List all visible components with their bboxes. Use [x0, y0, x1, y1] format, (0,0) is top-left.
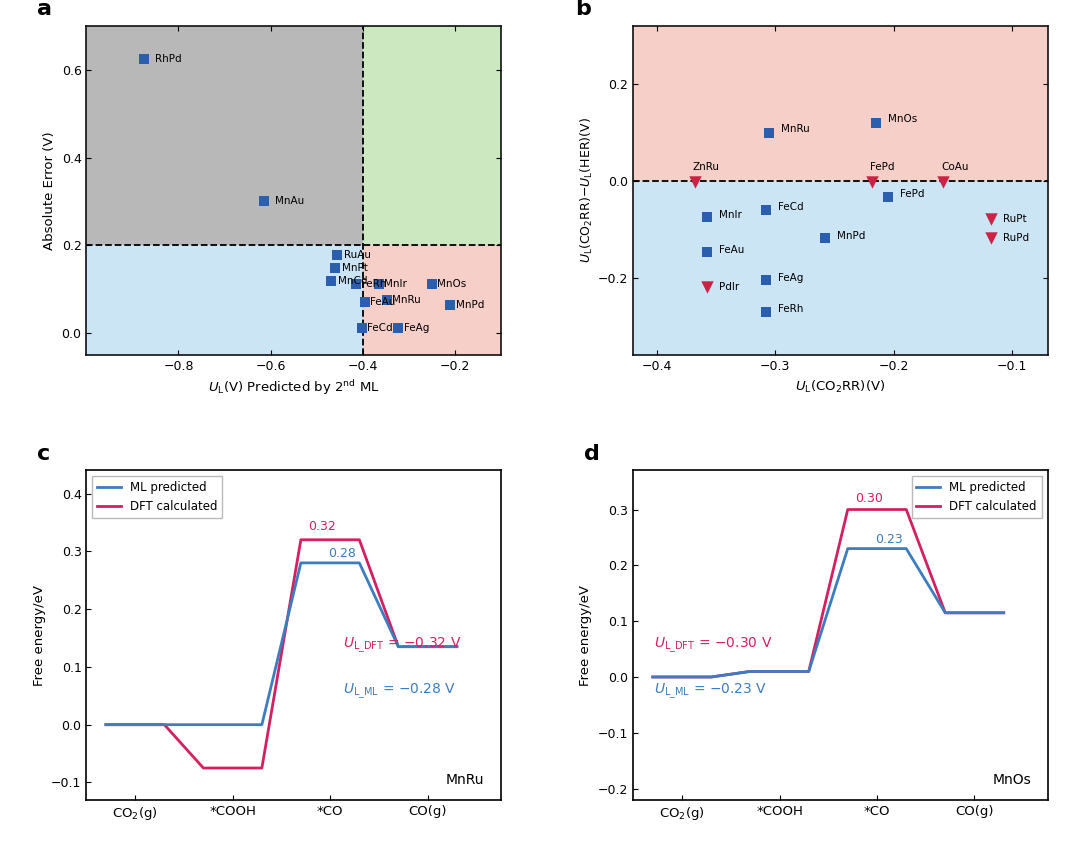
Text: $U_{\rm L\_ML}$ = −0.28 V: $U_{\rm L\_ML}$ = −0.28 V	[343, 681, 456, 701]
Point	[370, 277, 388, 291]
Text: 0.28: 0.28	[328, 547, 355, 560]
Point	[356, 295, 374, 309]
Text: 0.23: 0.23	[875, 533, 903, 546]
Text: $U_{\rm L\_ML}$ = −0.23 V: $U_{\rm L\_ML}$ = −0.23 V	[654, 681, 767, 701]
Text: $U_{\rm L\_DFT}$ = −0.30 V: $U_{\rm L\_DFT}$ = −0.30 V	[654, 636, 772, 654]
Bar	[633, 181, 1048, 355]
Text: FeRh: FeRh	[361, 279, 387, 289]
Point	[757, 203, 774, 217]
Point	[867, 116, 885, 130]
Point	[935, 175, 953, 189]
Point	[378, 293, 395, 307]
Point	[390, 321, 407, 335]
Text: MnRu: MnRu	[781, 125, 810, 134]
Point	[816, 231, 834, 245]
Bar	[363, 26, 501, 245]
Text: ZnRu: ZnRu	[692, 162, 719, 172]
Point	[135, 52, 152, 65]
Text: MnPd: MnPd	[456, 299, 484, 310]
Legend: ML predicted, DFT calculated: ML predicted, DFT calculated	[912, 476, 1042, 518]
Text: FeAg: FeAg	[778, 273, 804, 283]
Point	[347, 277, 364, 291]
Point	[423, 277, 441, 291]
Text: a: a	[37, 0, 52, 19]
Text: RhPd: RhPd	[156, 53, 183, 64]
Text: RuPt: RuPt	[1002, 213, 1026, 224]
Text: MnCd: MnCd	[338, 276, 367, 286]
Text: c: c	[37, 444, 50, 464]
Text: MnRu: MnRu	[392, 295, 421, 305]
Legend: ML predicted, DFT calculated: ML predicted, DFT calculated	[92, 476, 222, 518]
Text: MnOs: MnOs	[888, 114, 917, 124]
Text: FeRh: FeRh	[778, 304, 804, 314]
Bar	[633, 26, 1048, 181]
Text: FeCd: FeCd	[778, 202, 804, 212]
Point	[698, 210, 715, 224]
Text: MnPd: MnPd	[837, 230, 865, 241]
Text: MnOs: MnOs	[993, 772, 1031, 787]
Text: FePd: FePd	[870, 162, 894, 172]
Point	[686, 175, 703, 189]
Text: $U_{\rm L\_DFT}$ = −0.32 V: $U_{\rm L\_DFT}$ = −0.32 V	[343, 636, 462, 654]
Point	[328, 249, 346, 262]
Text: d: d	[583, 444, 599, 464]
Text: b: b	[576, 0, 591, 19]
Text: CoAu: CoAu	[941, 162, 969, 172]
Y-axis label: Absolute Error (V): Absolute Error (V)	[43, 132, 56, 249]
Text: FeAg: FeAg	[404, 323, 429, 333]
Point	[442, 298, 459, 311]
X-axis label: $U_{\rm L}$(CO$_2$RR)(V): $U_{\rm L}$(CO$_2$RR)(V)	[795, 378, 886, 395]
Point	[698, 280, 715, 294]
Text: FeAu: FeAu	[718, 245, 744, 255]
Text: FeCd: FeCd	[367, 323, 393, 333]
Point	[323, 274, 340, 288]
Point	[326, 261, 343, 275]
Point	[698, 246, 715, 260]
Point	[760, 126, 778, 140]
Text: RuAu: RuAu	[345, 250, 372, 260]
Point	[757, 304, 774, 318]
Text: MnAu: MnAu	[275, 196, 305, 206]
Text: FePd: FePd	[900, 189, 924, 200]
Text: MnOs: MnOs	[437, 279, 467, 289]
Bar	[363, 245, 501, 355]
Text: 0.30: 0.30	[855, 492, 883, 505]
Point	[353, 321, 370, 335]
Point	[864, 175, 881, 189]
Text: MnRu: MnRu	[446, 772, 484, 787]
Y-axis label: Free energy/eV: Free energy/eV	[580, 585, 593, 685]
Text: MnPt: MnPt	[342, 263, 368, 273]
Text: MnIr: MnIr	[718, 210, 741, 219]
Point	[255, 194, 272, 208]
Text: FeAu: FeAu	[370, 297, 395, 306]
X-axis label: $U_{\rm L}$(V) Predicted by 2$^{\rm nd}$ ML: $U_{\rm L}$(V) Predicted by 2$^{\rm nd}$…	[207, 378, 379, 397]
Text: RuPd: RuPd	[1002, 233, 1029, 243]
Bar	[86, 245, 363, 355]
Y-axis label: $U_{\rm L}$(CO$_2$RR)$-$$U_{\rm L}$(HER)(V): $U_{\rm L}$(CO$_2$RR)$-$$U_{\rm L}$(HER)…	[579, 118, 595, 263]
Text: MnIr: MnIr	[384, 279, 407, 289]
Text: 0.32: 0.32	[309, 519, 336, 533]
Point	[982, 212, 999, 225]
Point	[982, 231, 999, 245]
Point	[879, 190, 896, 204]
Bar	[86, 26, 363, 245]
Point	[757, 273, 774, 287]
Text: PdIr: PdIr	[718, 282, 739, 292]
Y-axis label: Free energy/eV: Free energy/eV	[32, 585, 45, 685]
